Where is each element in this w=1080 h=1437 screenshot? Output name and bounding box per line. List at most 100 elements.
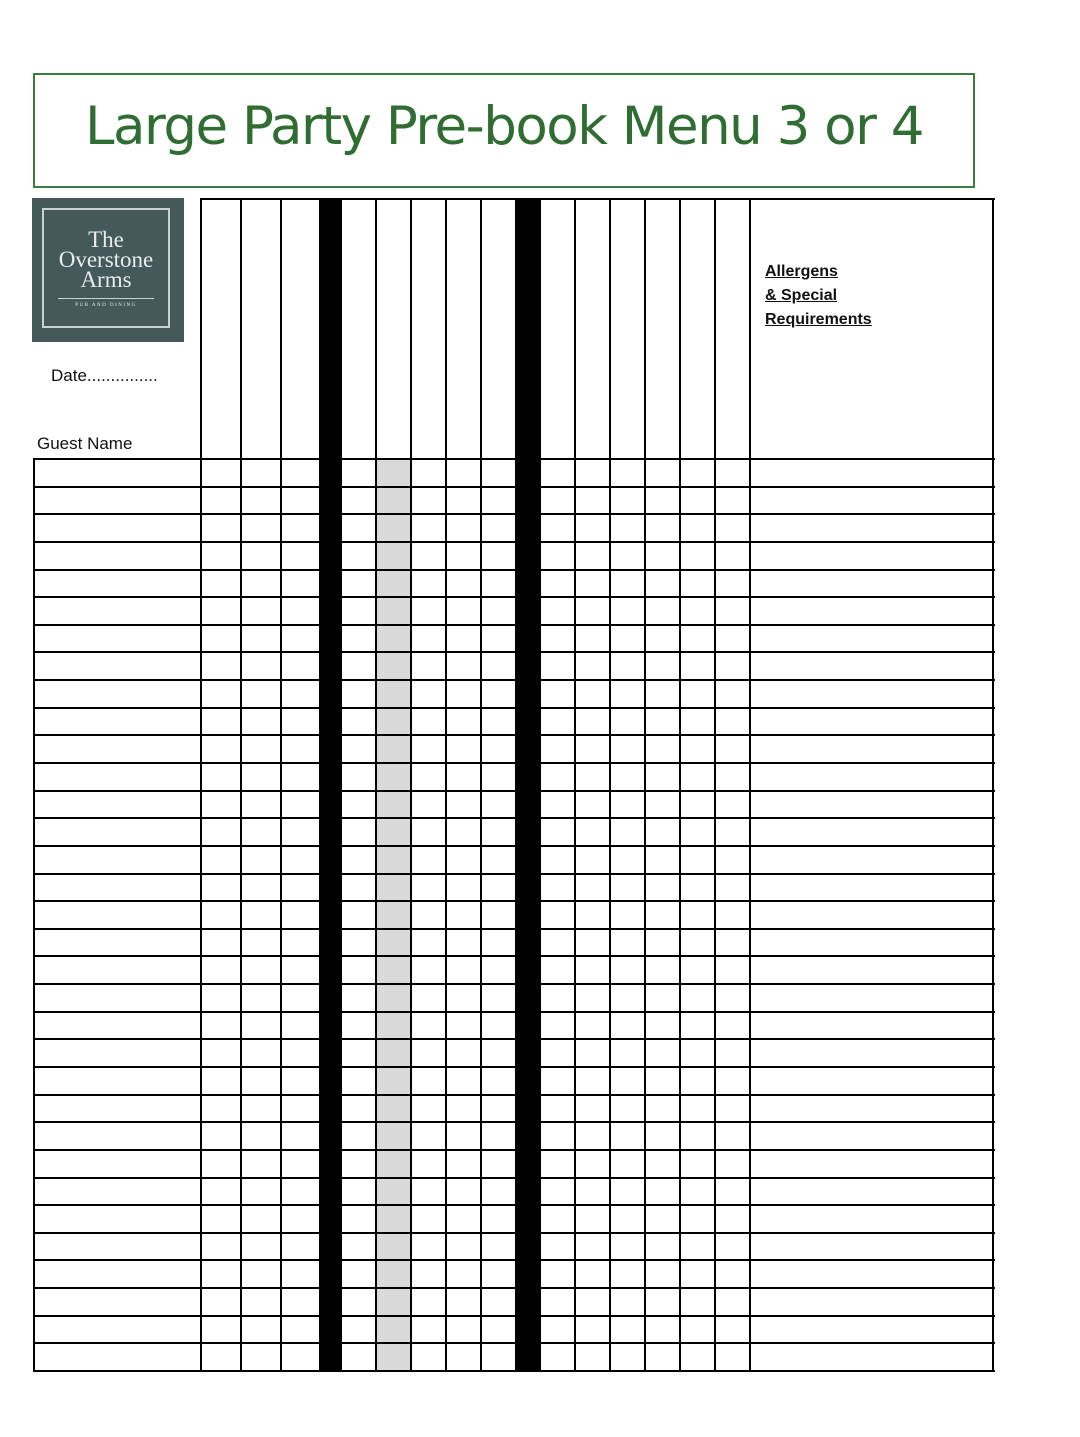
- table-row[interactable]: [35, 598, 993, 624]
- table-row[interactable]: [35, 930, 993, 956]
- table-row[interactable]: [35, 1344, 993, 1370]
- row-divider: [33, 1094, 995, 1096]
- table-row[interactable]: [35, 488, 993, 514]
- column-divider: [480, 199, 482, 1372]
- column-divider: [679, 199, 681, 1372]
- column-divider: [280, 199, 282, 1372]
- table-row[interactable]: [35, 957, 993, 983]
- table-row[interactable]: [35, 709, 993, 735]
- row-divider: [33, 569, 995, 571]
- table-row[interactable]: [35, 985, 993, 1011]
- row-divider: [33, 1011, 995, 1013]
- row-divider: [33, 624, 995, 626]
- row-divider: [33, 1038, 995, 1040]
- guest-name-header: Guest Name: [37, 434, 133, 453]
- row-divider: [33, 458, 995, 460]
- table-row[interactable]: [35, 1289, 993, 1315]
- column-divider: [609, 199, 611, 1372]
- allergens-header: Allergens & Special Requirements: [765, 260, 872, 332]
- table-row[interactable]: [35, 681, 993, 707]
- table-row[interactable]: [35, 1151, 993, 1177]
- column-divider: [749, 199, 751, 1372]
- row-divider: [33, 845, 995, 847]
- separator-bar: [516, 199, 540, 1371]
- row-divider: [33, 817, 995, 819]
- column-divider: [515, 199, 517, 1372]
- table-row[interactable]: [35, 1179, 993, 1205]
- row-divider: [33, 541, 995, 543]
- row-divider: [33, 651, 995, 653]
- column-divider: [410, 199, 412, 1372]
- row-divider: [33, 928, 995, 930]
- row-divider: [33, 679, 995, 681]
- row-divider: [33, 1232, 995, 1234]
- row-divider: [33, 1177, 995, 1179]
- row-divider: [33, 790, 995, 792]
- table-row[interactable]: [35, 1317, 993, 1343]
- allergens-line: Requirements: [765, 311, 872, 328]
- column-divider: [992, 199, 994, 1372]
- row-divider: [33, 955, 995, 957]
- row-divider: [33, 1259, 995, 1261]
- row-divider: [33, 707, 995, 709]
- column-divider: [375, 199, 377, 1372]
- row-divider: [33, 1121, 995, 1123]
- table-row[interactable]: [35, 1096, 993, 1122]
- row-divider: [33, 873, 995, 875]
- table-row[interactable]: [35, 1123, 993, 1149]
- shaded-column: [376, 459, 411, 1371]
- row-divider: [33, 513, 995, 515]
- table-row[interactable]: [35, 875, 993, 901]
- row-divider: [33, 1370, 995, 1372]
- row-divider: [33, 596, 995, 598]
- page-title: Large Party Pre-book Menu 3 or 4: [85, 96, 924, 157]
- logo-line: The: [88, 227, 124, 252]
- column-divider: [539, 199, 541, 1372]
- row-divider: [33, 1204, 995, 1206]
- table-row[interactable]: [35, 1261, 993, 1287]
- logo-rule: [58, 298, 154, 299]
- table-row[interactable]: [35, 1206, 993, 1232]
- row-divider: [33, 1342, 995, 1344]
- column-divider: [445, 199, 447, 1372]
- table-row[interactable]: [35, 1068, 993, 1094]
- column-divider: [644, 199, 646, 1372]
- table-row[interactable]: [35, 515, 993, 541]
- column-divider: [574, 199, 576, 1372]
- column-divider: [319, 199, 321, 1372]
- column-divider: [200, 199, 202, 1372]
- row-divider: [33, 983, 995, 985]
- table-row[interactable]: [35, 902, 993, 928]
- table-row[interactable]: [35, 460, 993, 486]
- logo-line: Arms: [80, 267, 132, 292]
- row-divider: [33, 734, 995, 736]
- table-row[interactable]: [35, 626, 993, 652]
- row-divider: [33, 1287, 995, 1289]
- table-row[interactable]: [35, 1040, 993, 1066]
- row-divider: [33, 1066, 995, 1068]
- title-box: Large Party Pre-book Menu 3 or 4: [33, 73, 975, 188]
- allergens-line: & Special: [765, 287, 838, 304]
- allergens-line: Allergens: [765, 263, 838, 280]
- table-row[interactable]: [35, 736, 993, 762]
- table-row[interactable]: [35, 792, 993, 818]
- column-divider: [714, 199, 716, 1372]
- table-row[interactable]: [35, 819, 993, 845]
- logo-tagline: PUB AND DINING: [75, 303, 137, 308]
- column-divider: [340, 199, 342, 1372]
- table-row[interactable]: [35, 571, 993, 597]
- table-row[interactable]: [35, 1234, 993, 1260]
- column-divider: [240, 199, 242, 1372]
- header-top-border: [200, 198, 995, 200]
- table-row[interactable]: [35, 1013, 993, 1039]
- overstone-arms-logo: The Overstone Arms PUB AND DINING: [32, 198, 184, 342]
- date-field[interactable]: Date...............: [51, 366, 158, 385]
- table-row[interactable]: [35, 543, 993, 569]
- table-row[interactable]: [35, 847, 993, 873]
- logo-line: Overstone: [58, 247, 154, 272]
- column-divider: [33, 459, 35, 1372]
- row-divider: [33, 1149, 995, 1151]
- table-row[interactable]: [35, 653, 993, 679]
- table-row[interactable]: [35, 764, 993, 790]
- separator-bar: [320, 199, 341, 1371]
